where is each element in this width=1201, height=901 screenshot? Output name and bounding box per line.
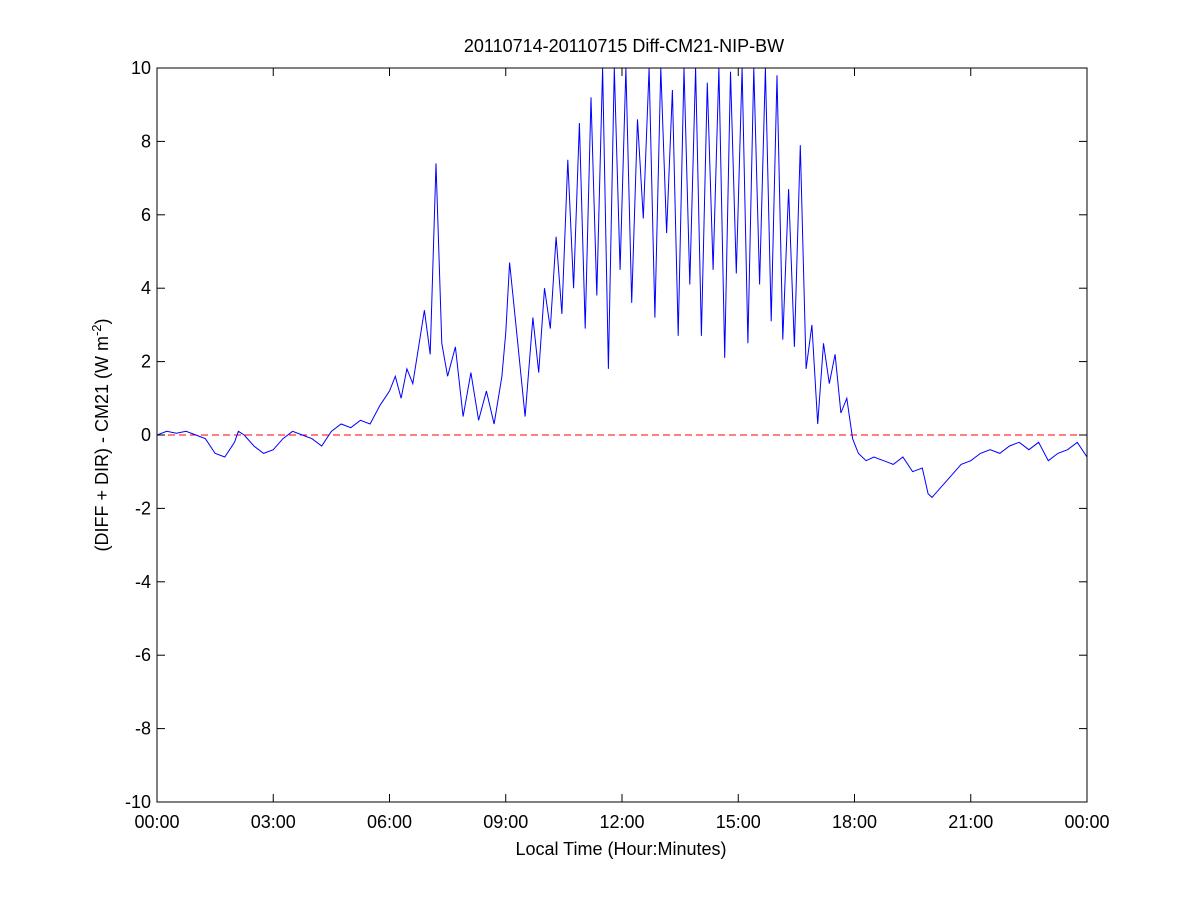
- x-tick-label: 06:00: [367, 812, 412, 832]
- y-tick-label: 4: [141, 278, 151, 298]
- y-tick-label: -4: [135, 572, 151, 592]
- y-tick-labels: 10 8 6 4 2 0 -2 -4 -6 -8 -10: [125, 58, 151, 812]
- x-tick-labels: 00:00 03:00 06:00 09:00 12:00 15:00 18:00 21:00…: [134, 812, 1109, 832]
- y-axis-label: (DIFF + DIR) - CM21 (W m-2): [89, 318, 112, 551]
- series-layer: [157, 68, 1087, 499]
- chart-title: 20110714-20110715 Diff-CM21-NIP-BW: [464, 36, 784, 56]
- x-tick-label: 03:00: [251, 812, 296, 832]
- y-tick-label: -2: [135, 498, 151, 518]
- x-tick-label: 15:00: [716, 812, 761, 832]
- y-tick-label: -10: [125, 792, 151, 812]
- x-axis-label: Local Time (Hour:Minutes): [515, 839, 726, 859]
- x-tick-label: 21:00: [948, 812, 993, 832]
- y-tick-label: 10: [131, 58, 151, 78]
- y-tick-label: 0: [141, 425, 151, 445]
- ticks-layer: [156, 67, 1088, 803]
- y-tick-label: 8: [141, 131, 151, 151]
- y-axis-label-superscript: -2: [89, 324, 104, 336]
- series-line-0: [157, 68, 1087, 499]
- y-tick-label: 6: [141, 205, 151, 225]
- y-axis-label-main: (DIFF + DIR) - CM21 (W m: [92, 336, 112, 551]
- x-tick-label: 18:00: [832, 812, 877, 832]
- x-tick-label: 00:00: [1064, 812, 1109, 832]
- y-tick-label: -6: [135, 645, 151, 665]
- y-axis-label-close: ): [92, 318, 112, 324]
- y-tick-label: 2: [141, 352, 151, 372]
- y-tick-label: -8: [135, 719, 151, 739]
- x-tick-label: 00:00: [134, 812, 179, 832]
- x-tick-label: 12:00: [599, 812, 644, 832]
- x-tick-label: 09:00: [483, 812, 528, 832]
